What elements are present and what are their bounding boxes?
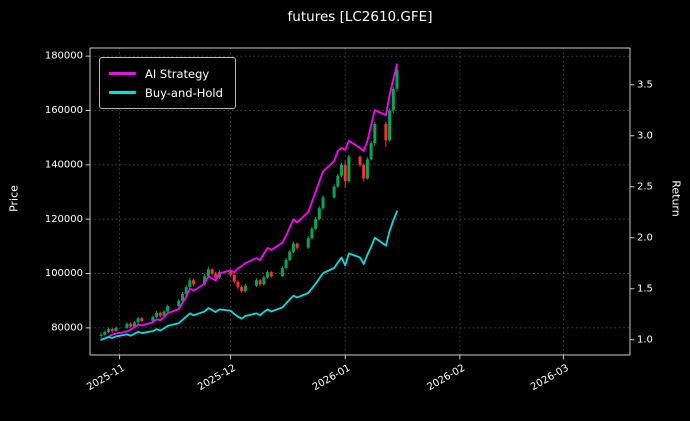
chart-title: futures [LC2610.GFE] — [287, 9, 433, 25]
buy-and-hold-line-swatch — [109, 91, 136, 94]
legend-label-buy-and-hold: Buy-and-Hold — [145, 85, 223, 100]
legend-label-ai-strategy: AI Strategy — [145, 66, 210, 81]
legend: AI Strategy Buy-and-Hold — [99, 57, 236, 109]
ai-strategy-line-swatch — [109, 72, 136, 75]
legend-item-ai-strategy: AI Strategy — [109, 64, 223, 83]
legend-item-buy-and-hold: Buy-and-Hold — [109, 83, 223, 102]
price-axis-label: Price — [7, 185, 21, 212]
return-axis-label: Return — [669, 180, 683, 217]
